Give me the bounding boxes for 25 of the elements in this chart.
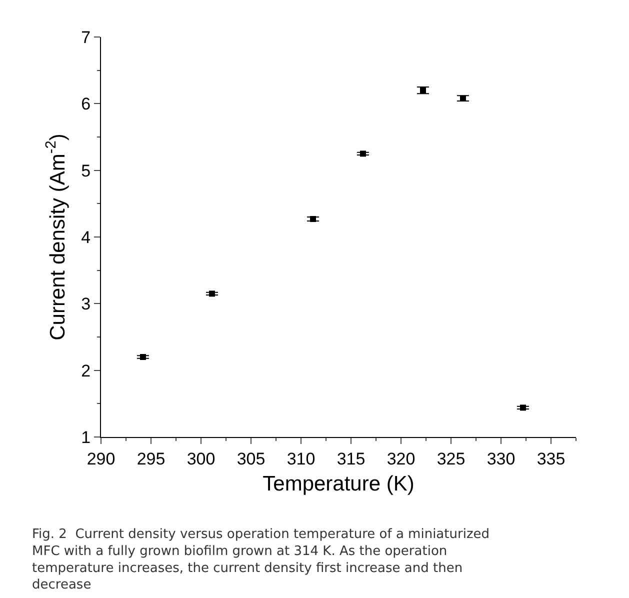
- y-tick-label: 6: [81, 94, 91, 114]
- x-tick-label: 310: [286, 449, 316, 468]
- y-tick-label: 1: [81, 428, 91, 447]
- point: [310, 216, 316, 222]
- point: [420, 87, 426, 94]
- x-tick-label: 320: [386, 449, 416, 468]
- caption: Fig. 2 Current density versus operation temperature of a miniaturized MFC with a fully grown biofilm grown at 314 K. As the operation temperature increases, the current density first increase and then decrease: [32, 527, 490, 593]
- x-tick-label: 325: [436, 449, 466, 468]
- x-tick-label: 290: [86, 449, 116, 468]
- x-tick-label: 330: [486, 449, 516, 468]
- x-tick-label: 315: [336, 449, 366, 468]
- y-tick-label: 4: [81, 228, 91, 247]
- point: [140, 354, 146, 360]
- y-tick-label: 2: [81, 361, 91, 380]
- y-tick-label: 5: [81, 161, 91, 180]
- x-tick-label: 295: [136, 449, 166, 468]
- x-axis-title: Temperature (K): [262, 472, 414, 496]
- x-tick-label: 305: [236, 449, 266, 468]
- point: [209, 290, 215, 297]
- y-tick-label: 7: [81, 28, 91, 47]
- y-tick-label: 3: [81, 294, 91, 314]
- x-tick-label: 300: [186, 449, 216, 468]
- point: [520, 404, 526, 411]
- x-tick-label: 335: [536, 449, 566, 468]
- point: [360, 150, 366, 157]
